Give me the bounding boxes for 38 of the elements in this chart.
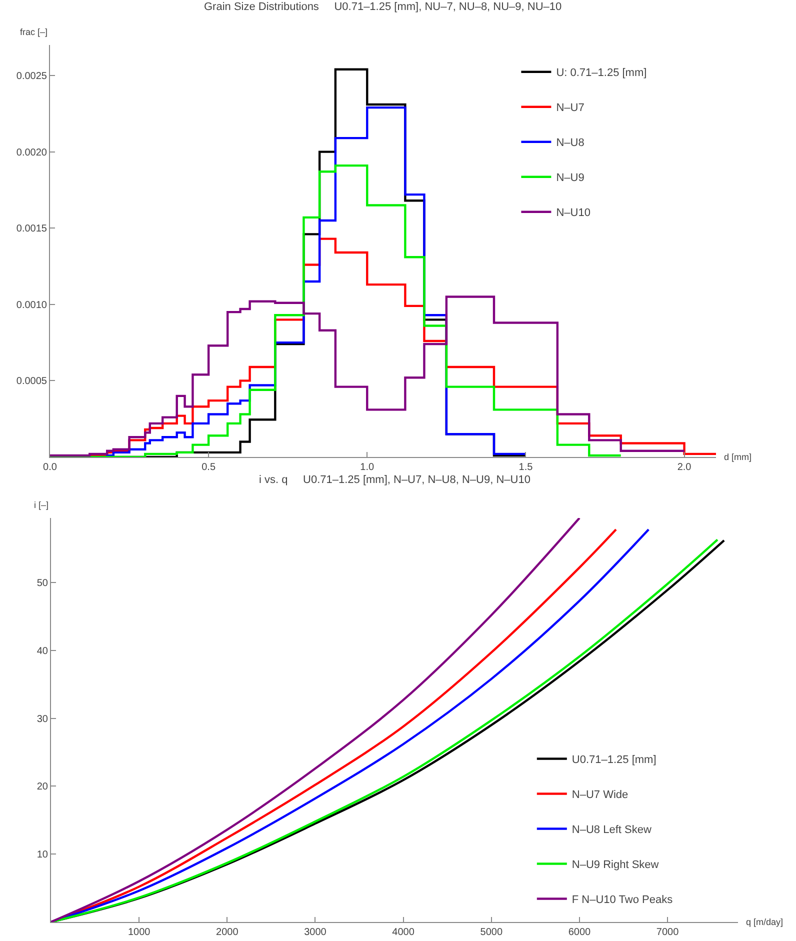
- x-tick-label: 2.0: [677, 462, 692, 473]
- legend-label: N–U8: [556, 137, 584, 150]
- y-tick-label: 50: [36, 578, 48, 589]
- y-tick-label: 40: [36, 646, 48, 657]
- legend-label: N–U10: [556, 207, 590, 220]
- legend-label: N–U7: [556, 102, 584, 114]
- chart-title: Grain Size Distributions U0.71–1.25 [mm], NU–7, NU–8, NU–9, NU–10: [204, 1, 562, 13]
- legend-label: U: 0.71–1.25 [mm]: [556, 67, 647, 80]
- x-tick-label: 3000: [304, 927, 327, 938]
- x-axis-title: d [mm]: [724, 452, 752, 462]
- x-tick-label: 0.0: [43, 462, 58, 473]
- x-tick-label: 1.0: [360, 462, 375, 473]
- y-tick-label: 30: [36, 714, 48, 725]
- legend-label: N–U9: [556, 172, 584, 184]
- chart-title: i vs. q U0.71–1.25 [mm], N–U7, N–U8, N–U9, N–U10: [259, 474, 530, 486]
- y-tick-label: 0.0010: [16, 300, 48, 311]
- legend-label: N–U8 Left Skew: [572, 824, 652, 836]
- x-tick-label: 7000: [656, 927, 680, 938]
- x-axis-title: q [m/day]: [746, 917, 784, 927]
- y-tick-label: 0.0015: [16, 224, 48, 235]
- x-tick-label: 4000: [392, 927, 415, 938]
- x-tick-label: 5000: [480, 927, 503, 938]
- legend-label: U0.71–1.25 [mm]: [572, 754, 656, 766]
- x-tick-label: 1000: [128, 927, 151, 938]
- x-tick-label: 6000: [568, 927, 592, 938]
- y-axis-title: i [–]: [34, 500, 49, 510]
- y-tick-label: 0.0005: [16, 376, 48, 388]
- y-tick-label: 10: [36, 850, 48, 861]
- x-tick-label: 2000: [216, 927, 239, 938]
- x-tick-label: 1.5: [518, 462, 534, 473]
- legend-label: F N–U10 Two Peaks: [572, 894, 674, 906]
- legend-label: N–U7 Wide: [572, 789, 628, 802]
- y-tick-label: 20: [36, 782, 48, 793]
- y-tick-label: 0.0020: [16, 147, 48, 158]
- legend-label: N–U9 Right Skew: [572, 859, 659, 872]
- y-tick-label: 0.0025: [16, 71, 48, 82]
- x-tick-label: 0.5: [202, 462, 216, 473]
- y-axis-title: frac [–]: [20, 27, 48, 37]
